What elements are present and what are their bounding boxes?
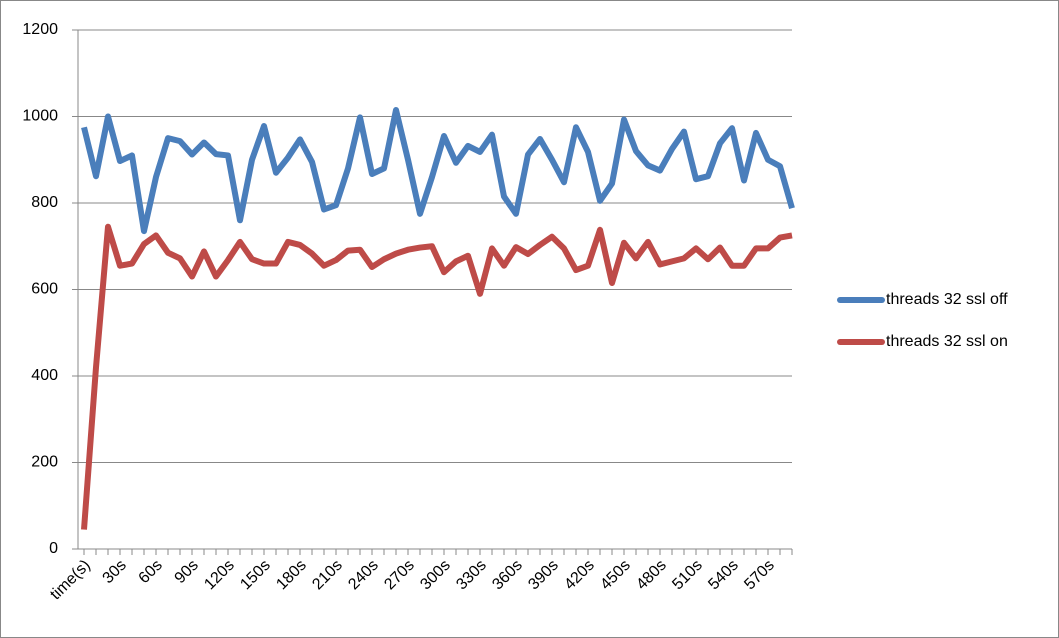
- y-tick-label: 600: [31, 281, 58, 298]
- y-tick-label: 1200: [22, 21, 58, 38]
- legend-label: threads 32 ssl off: [886, 291, 1008, 308]
- y-tick-label: 200: [31, 454, 58, 471]
- series-line: [81, 223, 793, 530]
- y-tick-label: 1000: [22, 108, 58, 125]
- y-tick-label: 400: [31, 367, 58, 384]
- legend-label: threads 32 ssl on: [886, 333, 1008, 350]
- y-tick-label: 800: [31, 194, 58, 211]
- y-tick-label: 0: [49, 540, 58, 557]
- series-line: [81, 107, 795, 235]
